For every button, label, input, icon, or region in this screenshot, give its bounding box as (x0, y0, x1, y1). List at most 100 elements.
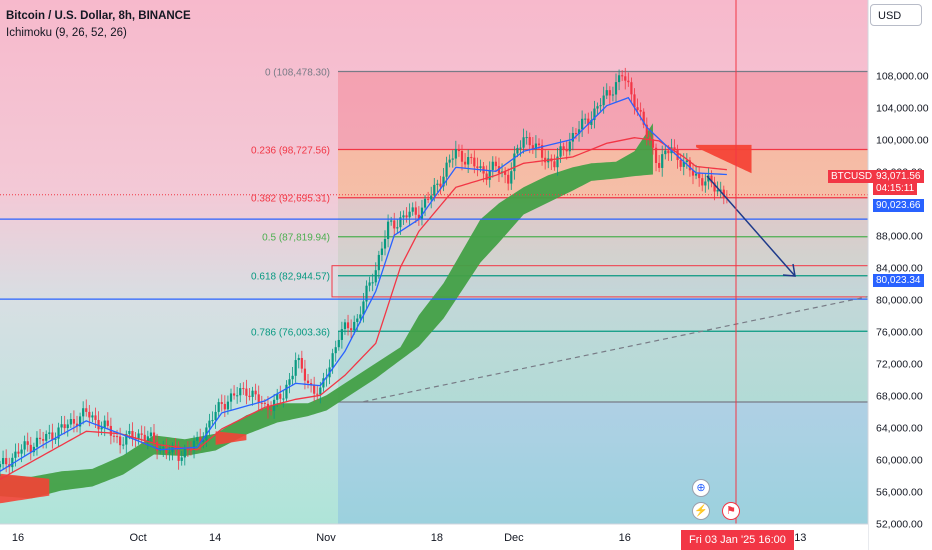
candle-body (630, 82, 633, 95)
candle-body (423, 198, 427, 208)
candle-body (722, 189, 725, 197)
candle-body (313, 384, 316, 394)
cloud-bearish-future (696, 144, 752, 174)
candle-body (719, 189, 722, 191)
y-tick-label: 80,000.00 (876, 294, 923, 306)
candle-body (152, 432, 156, 442)
lightning-icon[interactable]: ⚡ (692, 502, 710, 520)
candle-body (556, 156, 559, 168)
candle-body (713, 182, 716, 192)
candle-body (269, 409, 273, 411)
candle-body (119, 436, 122, 446)
candle-body (66, 424, 69, 429)
candle-body (716, 190, 719, 192)
candle-body (627, 80, 630, 83)
candle-body (593, 108, 596, 121)
candle-body (639, 109, 642, 112)
candle-body (223, 403, 226, 410)
candle-body (300, 357, 303, 369)
candle-body (528, 137, 531, 146)
candle-body (371, 282, 374, 284)
candle-body (698, 173, 701, 179)
candle-body (226, 401, 230, 410)
candle-body (571, 133, 574, 142)
us-flag-icon[interactable]: ⚑ (722, 502, 740, 520)
candle-body (189, 449, 193, 451)
candle-body (242, 388, 245, 390)
candle-body (408, 211, 411, 218)
candle-body (245, 388, 248, 396)
candle-body (463, 161, 467, 165)
candle-body (525, 137, 528, 139)
candle-body (587, 118, 590, 125)
candle-body (149, 432, 153, 437)
y-tick-label: 84,000.00 (876, 262, 923, 274)
candle-body (470, 157, 473, 159)
candle-body (97, 419, 100, 430)
candle-body (82, 408, 85, 417)
candle-body (276, 394, 279, 400)
candle-body (134, 438, 137, 440)
candle-body (611, 94, 615, 96)
candle-body (143, 434, 146, 442)
candle-body (343, 322, 347, 330)
candle-body (433, 184, 436, 196)
candle-body (624, 76, 627, 81)
crosshair-icon[interactable]: ⊕ (692, 479, 710, 497)
candle-body (122, 444, 125, 446)
candle-body (531, 145, 534, 150)
candle-body (654, 147, 658, 163)
candle-body (306, 380, 310, 384)
candle-body (26, 441, 29, 445)
y-tick-label: 72,000.00 (876, 358, 923, 370)
fib-zone-below (338, 402, 868, 524)
candle-body (596, 106, 599, 109)
indicator-legend[interactable]: Ichimoku (9, 26, 52, 26) (6, 27, 127, 39)
candle-body (346, 322, 350, 329)
candle-body (128, 431, 131, 434)
candle-body (331, 353, 334, 368)
x-tick-label: Dec (504, 532, 524, 544)
candle-body (103, 420, 106, 428)
candle-body (208, 420, 211, 428)
candle-body (294, 360, 297, 376)
candle-body (664, 150, 667, 155)
candle-body (85, 408, 88, 412)
candle-body (248, 395, 251, 397)
crosshair-time-label: Fri 03 Jan '25 16:00 (681, 530, 794, 550)
candle-body (359, 314, 362, 319)
candle-body (411, 207, 414, 212)
candle-body (451, 158, 454, 160)
candle-body (445, 162, 448, 177)
candle-body (202, 440, 205, 442)
candle-body (491, 161, 494, 170)
candle-body (69, 419, 72, 425)
candle-body (115, 436, 119, 438)
candle-body (658, 162, 661, 168)
candle-body (263, 402, 266, 404)
fib-label-0.618: 0.618 (82,944.57) (251, 272, 330, 283)
candle-body (337, 339, 340, 348)
candle-body (17, 451, 20, 454)
currency-button[interactable]: USD (870, 4, 922, 26)
candle-body (217, 402, 220, 412)
candle-body (430, 195, 433, 200)
candle-body (23, 441, 26, 450)
candle-body (513, 153, 516, 172)
candle-body (648, 136, 651, 140)
candle-body (559, 146, 562, 157)
candle-body (676, 149, 679, 161)
y-tick-label: 68,000.00 (876, 390, 923, 402)
candle-body (45, 433, 48, 441)
candle-body (667, 150, 670, 154)
forecast-arrow-head (782, 263, 796, 277)
candle-body (577, 129, 581, 134)
candle-body (51, 432, 54, 440)
symbol-title[interactable]: Bitcoin / U.S. Dollar, 8h, BINANCE (6, 10, 191, 22)
fib-label-0.5: 0.5 (87,819.94) (262, 233, 330, 244)
candle-body (457, 149, 461, 152)
candle-body (584, 118, 587, 120)
candle-body (661, 154, 664, 168)
cloud-bearish-0 (0, 473, 50, 504)
